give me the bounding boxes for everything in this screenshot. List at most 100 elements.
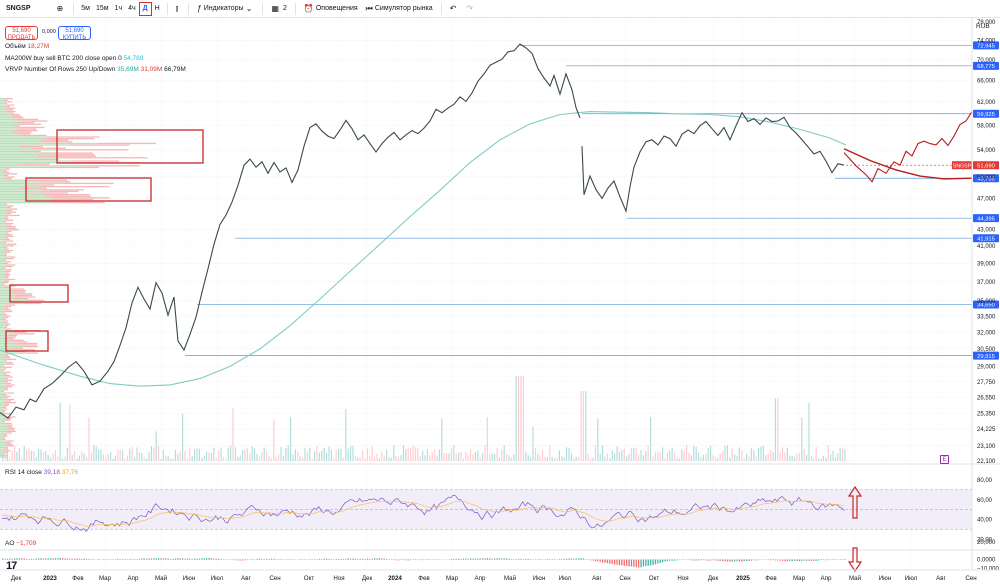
vrvp-up-bar [0,130,15,132]
volume-bar [117,449,119,461]
ao-bar [35,558,37,560]
level-label: 72,945 [977,44,995,50]
volume-bar [393,445,395,461]
timeframe-4h[interactable]: 4ч [128,5,136,12]
x-tick-label: Апр [821,575,832,582]
vrvp-up-bar [0,291,14,293]
volume-bar [371,446,373,461]
timeframe-15m[interactable]: 15м [95,5,109,12]
volume-bar [395,456,397,461]
vrvp-up-bar [0,302,24,305]
vrvp-legend[interactable]: VRVP Number Of Rows 250 Up/Down 35,69M 3… [5,66,186,73]
sell-button[interactable]: 51,690 ПРОДАТЬ [5,26,38,41]
y-tick-label: 43,000 [977,227,996,233]
vrvp-down-bar [5,386,13,388]
vrvp-down-bar [32,158,59,161]
x-tick-label: Ноя [333,575,344,582]
volume-bar [52,453,54,461]
volume-bar [354,456,356,461]
vrvp-down-bar [5,240,14,242]
vrvp-down-bar [24,184,55,186]
vrvp-down-bar [11,331,27,333]
timeframe-5m[interactable]: 5м [81,5,90,12]
ao-bar [42,558,45,560]
vrvp-down-bar [3,232,9,234]
vrvp-down-bar [6,384,15,386]
vrvp-down-bar [6,338,15,340]
ao-bar [758,559,760,561]
chart-canvas[interactable]: 72,945 68,775 59,925 49,795 44,395 41,915 34,6… [0,18,1000,588]
volume-bar [318,452,320,461]
timeframe-1h[interactable]: 1ч [114,5,123,12]
ao-bar [810,559,813,561]
timeframe-week[interactable]: Н [154,5,160,12]
symbol-name[interactable]: SNGSP [6,5,31,12]
ao-bar [551,559,553,560]
ao-bar [76,558,78,560]
vrvp-down-bar [14,341,28,343]
vrvp-up-bar [0,133,17,135]
vrvp-up-bar [0,173,7,175]
x-tick-label: Сен [965,575,976,582]
volume-bar [753,449,755,461]
vrvp-down-bar [8,427,15,429]
ao-legend[interactable]: AO −1,709 [5,540,36,547]
buy-button[interactable]: 51,690 КУПИТЬ [58,26,91,41]
ao-bar [182,558,184,560]
volume-bar [2,454,4,461]
replay-button[interactable]: ⏮ Симулятор рынка [362,0,437,18]
ao-bar [554,559,556,560]
volume-bar [570,453,572,461]
earnings-event-icon[interactable]: E [940,455,949,464]
vrvp-up-bar [0,395,7,397]
volume-bar [460,451,462,461]
vrvp-up-bar [0,435,5,437]
ao-bar [323,558,325,560]
ao-bar [575,558,577,560]
volume-bar [446,452,448,461]
volume-bar [688,453,690,461]
vrvp-down-bar [5,213,12,215]
vrvp-down-bar [98,142,157,145]
vrvp-down-bar [6,226,16,228]
ao-bar [122,559,124,560]
time-axis[interactable]: Дек 2023 Фев Мар Апр Май Июн Июл Авг Сен Окт Ноя Дек… [0,569,1000,582]
ma-legend[interactable]: MA200W buy sell BTC 200 close open 0 54,… [5,55,143,62]
price-line [0,43,845,419]
volume-bar [74,451,76,461]
volume-bar [844,449,846,461]
volume-bar [172,458,174,461]
volume-bar [35,457,37,461]
ao-bar [162,558,165,560]
vrvp-down-bar [3,267,6,269]
ao-bar [474,558,477,560]
add-symbol-icon[interactable]: ⊕ [56,4,64,13]
vrvp-down-bar [5,442,11,444]
ao-bar [366,558,369,560]
timeframe-day[interactable]: Д [138,1,152,16]
templates-button[interactable]: ▦ 2 [267,0,290,18]
redo-icon[interactable]: ↷ [466,4,474,13]
vrvp-down-bar [2,312,6,314]
volume-bar [141,453,143,461]
undo-icon[interactable]: ↶ [449,4,457,13]
volume-bar [820,458,822,461]
volume-legend[interactable]: Объём 18,27M [5,43,49,50]
ao-bar [275,559,277,560]
vrvp-down-bar [1,390,5,393]
volume-bar [45,451,47,461]
vrvp-up-bar [0,221,5,223]
ao-bar [52,558,54,560]
vrvp-down-bar [1,370,5,372]
indicators-button[interactable]: ƒ Индикаторы ⌄ [193,0,258,18]
alerts-button[interactable]: ⏰ Оповещения [300,0,362,18]
vrvp-down-bar [26,299,45,301]
toolbar-divider [294,2,296,15]
ao-bar [98,559,100,560]
rsi-legend[interactable]: RSI 14 close 39,18 37,76 [5,469,78,476]
last-price-label-bg [973,161,999,170]
chart-type-icon[interactable]: ⫾ [175,3,179,13]
vrvp-up-bar [0,355,5,357]
vrvp-down-bar [52,197,110,199]
